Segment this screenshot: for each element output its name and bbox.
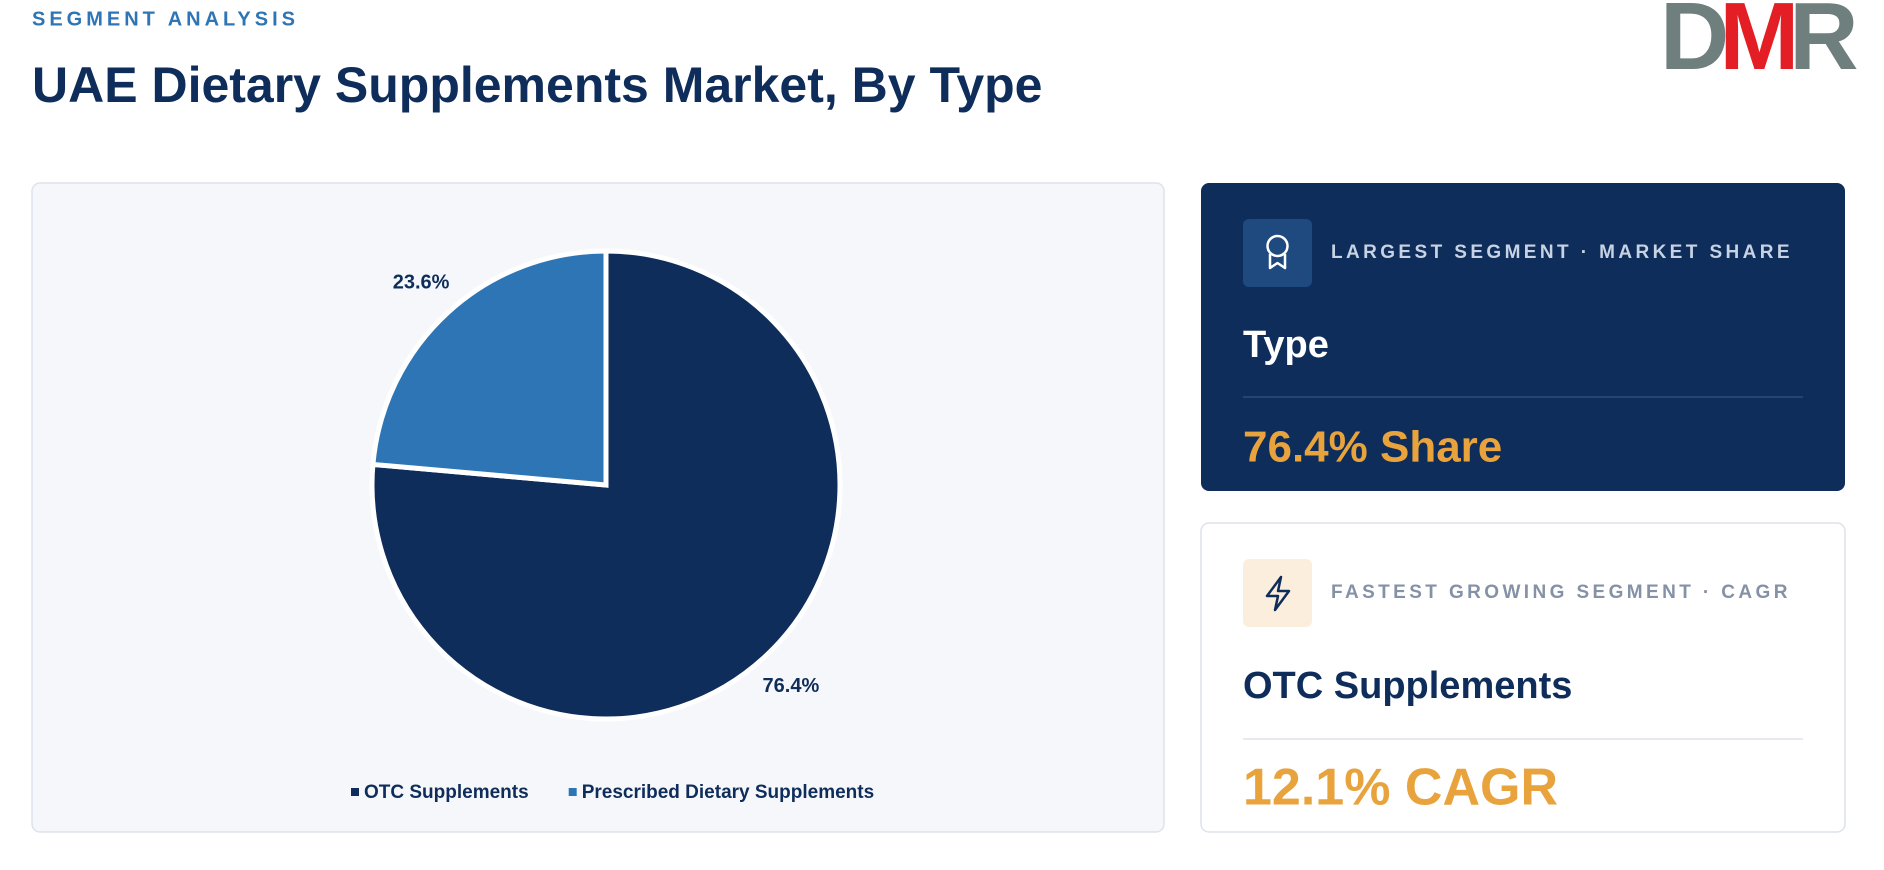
- data-label: 23.6%: [393, 271, 450, 293]
- card-value: 76.4% Share: [1243, 423, 1502, 472]
- card-heading: OTC Supplements: [1243, 665, 1572, 707]
- pie-slice: [370, 248, 609, 488]
- card-value: 12.1% CAGR: [1243, 759, 1558, 817]
- logo-m: M: [1719, 0, 1793, 90]
- data-label: 76.4%: [763, 675, 820, 697]
- legend-swatch: [568, 788, 577, 796]
- card-label: FASTEST GROWING SEGMENT · CAGR: [1331, 582, 1791, 603]
- card-heading: Type: [1243, 324, 1329, 366]
- icon-box: [1243, 219, 1312, 287]
- icon-box: [1243, 559, 1312, 627]
- logo-d: D: [1660, 0, 1726, 90]
- eyebrow: SEGMENT ANALYSIS: [32, 8, 299, 30]
- legend-label: OTC Supplements: [364, 782, 529, 803]
- pie-chart: 76.4% 23.6%: [369, 248, 843, 722]
- logo-r: R: [1789, 0, 1857, 90]
- page-title: UAE Dietary Supplements Market, By Type: [32, 57, 1042, 113]
- card-largest: [1201, 183, 1845, 491]
- card-fastest: [1200, 522, 1846, 833]
- legend: OTC Supplements Prescribed Dietary Supple…: [351, 782, 874, 803]
- legend-label: Prescribed Dietary Supplements: [582, 782, 875, 803]
- logo: DMR: [1660, 0, 1857, 90]
- card-label: LARGEST SEGMENT · MARKET SHARE: [1331, 242, 1793, 263]
- award-icon: [1266, 234, 1289, 270]
- legend-swatch: [351, 788, 359, 796]
- bolt-icon: [1265, 575, 1291, 612]
